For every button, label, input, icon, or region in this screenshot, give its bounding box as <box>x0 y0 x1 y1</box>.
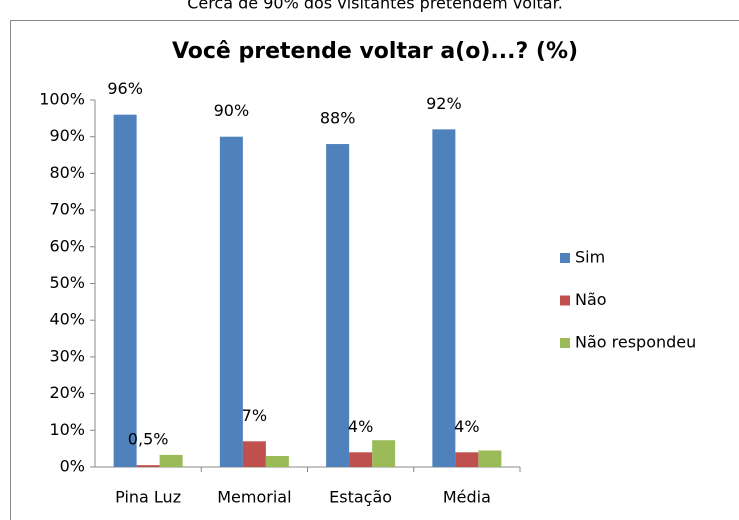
y-tick-label: 100% <box>39 90 85 109</box>
data-label: 4% <box>348 417 373 436</box>
data-label: 4% <box>454 417 479 436</box>
caption-area <box>0 0 739 20</box>
y-tick-label: 40% <box>49 310 85 329</box>
bar <box>478 450 502 467</box>
data-label: 88% <box>320 109 356 128</box>
legend-swatch <box>560 338 570 348</box>
y-tick-label: 60% <box>49 236 85 255</box>
x-tick-label: Memorial <box>217 488 291 507</box>
bar <box>159 454 183 467</box>
legend-label: Sim <box>575 248 605 267</box>
bar <box>432 129 456 468</box>
y-tick-label: 30% <box>49 346 85 365</box>
legend-swatch <box>560 253 570 263</box>
data-label: 0,5% <box>128 430 169 449</box>
y-tick-label: 70% <box>49 200 85 219</box>
legend-label: Não <box>575 290 607 309</box>
chart-subtitle: Cerca de 90% dos visitantes pretendem vo… <box>187 0 563 13</box>
data-label: 90% <box>214 101 250 120</box>
chart-title: Você pretende voltar a(o)...? (%) <box>172 39 578 64</box>
bar <box>265 455 289 467</box>
y-tick-label: 20% <box>49 383 85 402</box>
legend-label: Não respondeu <box>575 333 696 352</box>
legend-swatch <box>560 295 570 306</box>
bar <box>326 144 350 468</box>
bar <box>242 441 266 467</box>
y-tick-label: 10% <box>49 420 85 439</box>
bar <box>113 114 137 468</box>
data-label: 96% <box>107 79 143 98</box>
x-tick-label: Pina Luz <box>115 488 181 507</box>
bar <box>219 136 243 467</box>
bar <box>455 452 479 467</box>
bar <box>136 465 160 467</box>
y-tick-label: 80% <box>49 163 85 182</box>
x-tick-label: Média <box>443 488 491 507</box>
y-tick-label: 0% <box>60 457 85 476</box>
y-tick-label: 90% <box>49 126 85 145</box>
x-tick-label: Estação <box>329 488 392 507</box>
data-label: 7% <box>242 406 267 425</box>
bar <box>372 440 396 467</box>
bar <box>349 452 373 467</box>
data-label: 92% <box>426 94 462 113</box>
y-tick-label: 50% <box>49 273 85 292</box>
